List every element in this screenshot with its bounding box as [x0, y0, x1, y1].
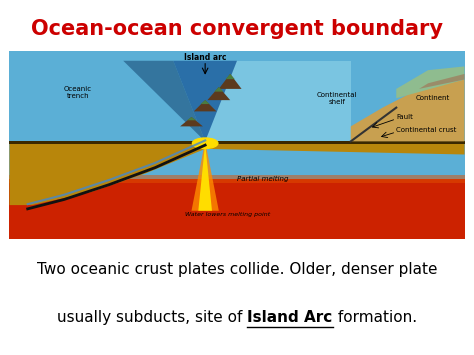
Polygon shape	[419, 74, 465, 89]
Polygon shape	[226, 74, 235, 79]
Text: usually subducts, site of: usually subducts, site of	[57, 310, 247, 325]
Text: Continent: Continent	[416, 95, 450, 101]
Text: Water lowers melting point: Water lowers melting point	[185, 212, 271, 217]
Text: Island arc: Island arc	[184, 53, 227, 61]
Text: Partial melting: Partial melting	[237, 176, 289, 182]
Polygon shape	[123, 61, 205, 141]
Polygon shape	[180, 117, 203, 126]
Text: formation.: formation.	[333, 310, 417, 325]
Text: Island Arc: Island Arc	[247, 310, 333, 325]
Polygon shape	[9, 141, 205, 144]
Polygon shape	[9, 175, 465, 182]
Text: Oceanic
trench: Oceanic trench	[64, 86, 92, 99]
Polygon shape	[208, 87, 230, 100]
Polygon shape	[187, 117, 196, 120]
Polygon shape	[205, 141, 465, 144]
Text: Continental
shelf: Continental shelf	[317, 92, 357, 105]
Polygon shape	[9, 61, 205, 141]
Polygon shape	[9, 141, 205, 205]
Polygon shape	[351, 80, 465, 141]
Polygon shape	[9, 179, 465, 239]
Text: Continental crust: Continental crust	[396, 127, 456, 133]
Polygon shape	[205, 141, 465, 154]
Circle shape	[192, 138, 218, 148]
Polygon shape	[205, 61, 351, 141]
Text: Fault: Fault	[396, 114, 413, 120]
Polygon shape	[214, 87, 223, 92]
Polygon shape	[173, 61, 237, 141]
Polygon shape	[191, 141, 219, 211]
Polygon shape	[9, 51, 465, 239]
Polygon shape	[219, 74, 242, 89]
Polygon shape	[198, 143, 212, 211]
Polygon shape	[396, 66, 465, 98]
Polygon shape	[194, 100, 217, 111]
Text: Ocean-ocean convergent boundary: Ocean-ocean convergent boundary	[31, 19, 443, 39]
Text: Two oceanic crust plates collide. Older, denser plate: Two oceanic crust plates collide. Older,…	[37, 262, 437, 277]
Polygon shape	[201, 100, 210, 104]
